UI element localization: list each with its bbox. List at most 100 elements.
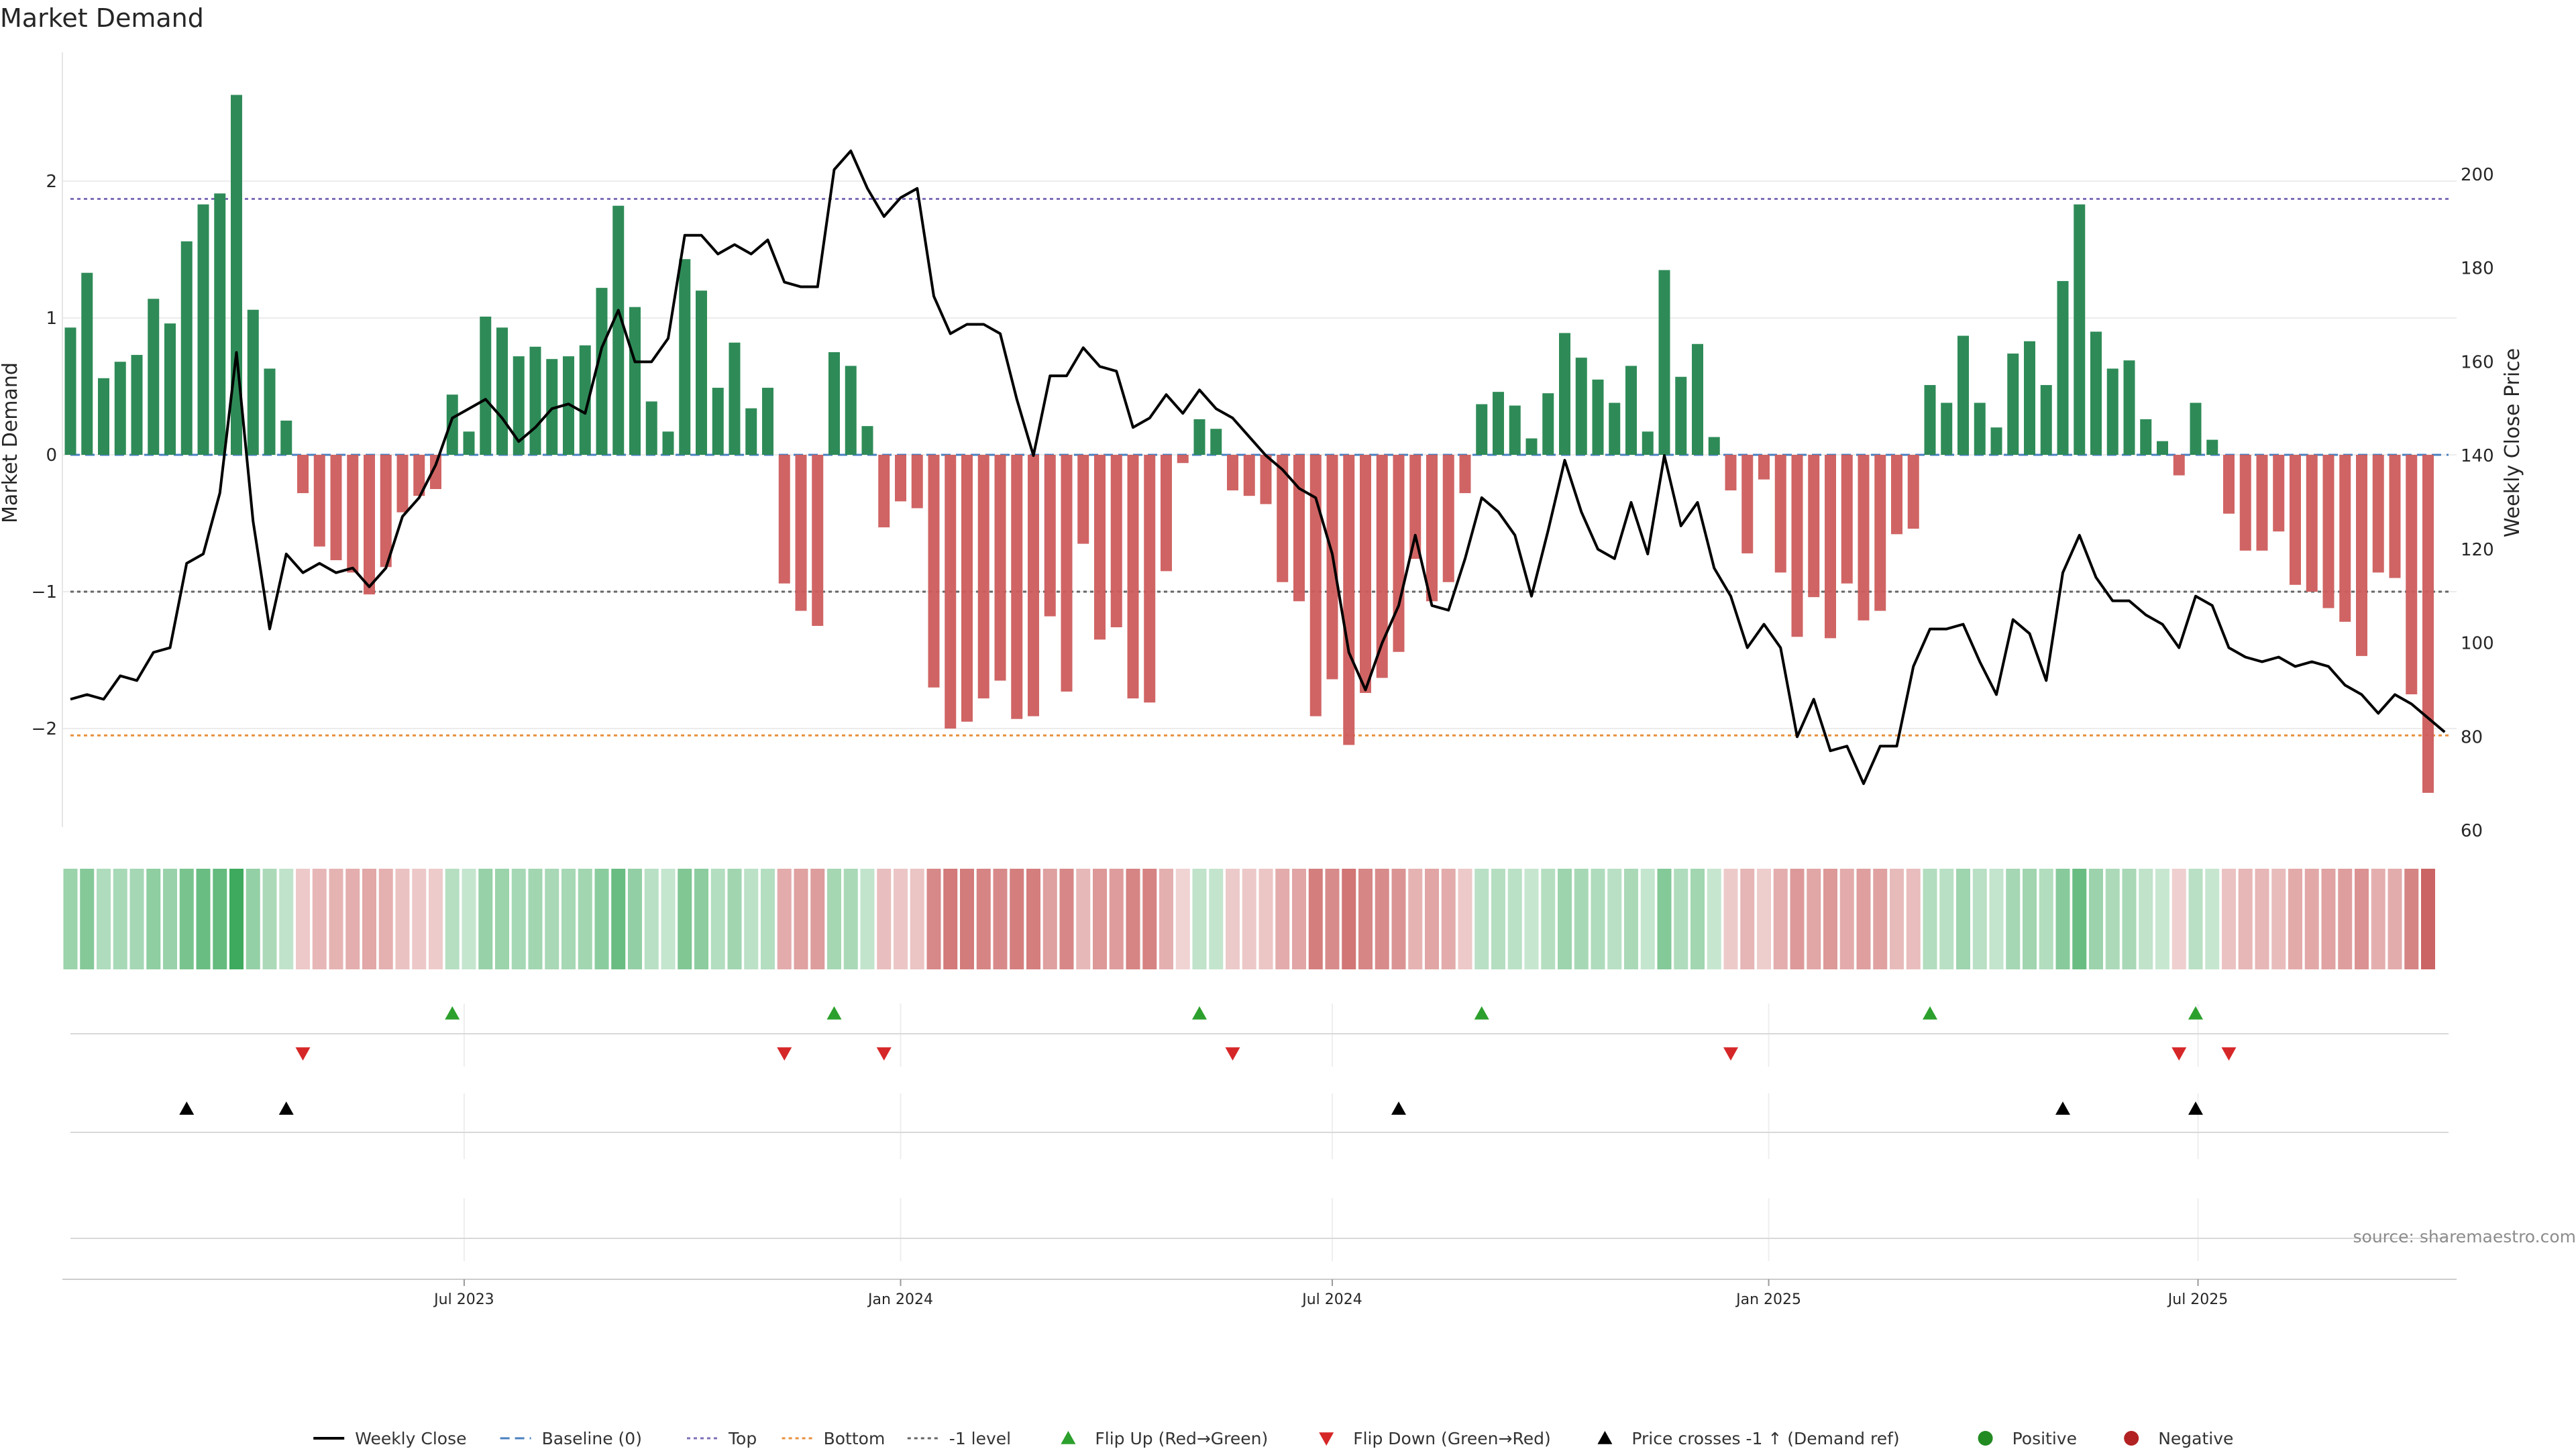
demand-bar — [1044, 455, 1056, 616]
demand-bar — [1409, 455, 1421, 559]
heat-cell — [578, 869, 592, 969]
heat-cell — [213, 869, 227, 969]
demand-bar — [1293, 455, 1305, 602]
left-tick-label: −1 — [32, 582, 57, 602]
heat-cell — [1042, 869, 1057, 969]
demand-bar — [1808, 455, 1820, 598]
demand-bar — [313, 455, 325, 547]
flip-up-marker — [445, 1006, 460, 1020]
demand-bar — [563, 356, 574, 455]
heat-cell — [1159, 869, 1173, 969]
flip-up-marker — [1192, 1006, 1207, 1020]
demand-bar — [114, 362, 126, 455]
heat-cell — [1723, 869, 1738, 969]
demand-bar — [2173, 455, 2185, 476]
demand-bar — [2223, 455, 2235, 514]
heat-cell — [777, 869, 792, 969]
demand-bar — [364, 455, 375, 595]
heat-cell — [926, 869, 941, 969]
demand-bar — [679, 259, 691, 455]
demand-bar — [2372, 455, 2384, 573]
heat-cell — [1674, 869, 1688, 969]
demand-bar — [2024, 341, 2035, 455]
demand-bar — [1094, 455, 1106, 640]
legend: Weekly Close Baseline (0) Top Bottom -1 leve… — [313, 1429, 2233, 1448]
demand-bar — [214, 193, 226, 455]
demand-bar — [1907, 455, 1919, 529]
right-tick-label: 80 — [2461, 727, 2483, 747]
right-tick-label: 180 — [2461, 259, 2494, 279]
date-tick-label: Jul 2024 — [1301, 1291, 1362, 1308]
price-cross-marker — [2055, 1102, 2070, 1115]
demand-bar — [2007, 354, 2019, 455]
heat-cell — [1458, 869, 1472, 969]
left-tick-label: 1 — [46, 309, 57, 329]
price-cross-marker — [179, 1102, 195, 1115]
heat-cell — [2271, 869, 2286, 969]
demand-bar — [2123, 360, 2135, 455]
demand-bar — [1642, 431, 1654, 455]
demand-bar — [2273, 455, 2285, 532]
demand-bar — [1675, 376, 1687, 455]
heat-cell — [678, 869, 692, 969]
demand-bar — [1542, 393, 1554, 455]
left-axis-ticks: −2 −1 0 1 2 — [32, 172, 57, 739]
heat-cell — [1474, 869, 1489, 969]
main-panel: −2 −1 0 1 2 60 80 100 120 140 160 180 200 Market De… — [0, 52, 2524, 841]
heat-cell — [561, 869, 576, 969]
demand-bar — [1791, 455, 1803, 637]
event-panel-gridlines — [463, 1004, 2199, 1261]
heat-cell — [1325, 869, 1340, 969]
demand-bar — [1592, 379, 1604, 455]
heat-cell — [1607, 869, 1622, 969]
demand-bar — [496, 327, 508, 455]
demand-bar — [2406, 455, 2418, 694]
left-tick-label: 2 — [46, 172, 57, 192]
demand-bar — [928, 455, 940, 688]
heat-cell — [1890, 869, 1904, 969]
heat-cell — [329, 869, 343, 969]
demand-bar — [729, 342, 741, 455]
heat-cell — [1956, 869, 1970, 969]
demand-bar — [1974, 402, 1986, 455]
demand-bar — [1011, 455, 1023, 719]
heat-cell — [429, 869, 443, 969]
demand-bar — [2157, 441, 2168, 455]
heat-cell — [1093, 869, 1107, 969]
heat-cell — [2072, 869, 2087, 969]
demand-bar — [1227, 455, 1238, 491]
heat-cell — [1342, 869, 1356, 969]
demand-bar — [1559, 333, 1570, 455]
heat-cell — [611, 869, 626, 969]
heat-cell — [1126, 869, 1140, 969]
demand-bar — [264, 368, 276, 455]
demand-heat-strip — [63, 869, 2435, 969]
heat-cell — [246, 869, 260, 969]
demand-bar — [2040, 384, 2052, 455]
legend-item: Baseline (0) — [500, 1429, 642, 1448]
demand-bar — [347, 455, 359, 573]
heat-cell — [877, 869, 892, 969]
heat-cell — [378, 869, 393, 969]
price-cross-markers — [179, 1102, 2203, 1115]
heat-cell — [1258, 869, 1273, 969]
heat-cell — [1391, 869, 1406, 969]
heat-cell — [2371, 869, 2385, 969]
heat-cell — [1873, 869, 1888, 969]
flip-down-markers — [295, 1047, 2237, 1061]
demand-bar — [1277, 455, 1289, 582]
demand-bar — [861, 426, 873, 455]
heat-cell — [511, 869, 526, 969]
demand-bar — [1575, 358, 1587, 455]
demand-bar — [1442, 455, 1454, 582]
heat-cell — [810, 869, 825, 969]
heat-cell — [1192, 869, 1207, 969]
demand-bar — [1625, 366, 1637, 455]
demand-bar — [1874, 455, 1886, 611]
heat-cell — [644, 869, 659, 969]
demand-bar — [712, 388, 724, 455]
heat-cell — [943, 869, 958, 969]
heat-cell — [910, 869, 924, 969]
legend-swatch — [2124, 1431, 2139, 1446]
demand-bar — [2190, 402, 2202, 455]
